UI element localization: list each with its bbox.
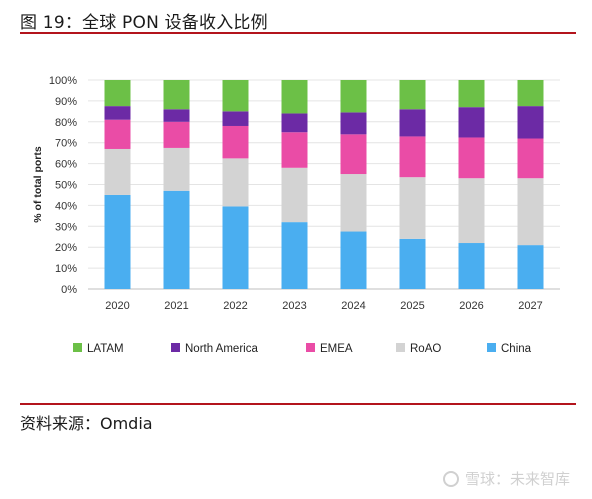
x-tick-label: 2027: [518, 300, 542, 312]
x-tick-label: 2025: [400, 300, 424, 312]
bar-segment-emea: [281, 132, 308, 168]
source-divider: [20, 403, 576, 405]
bar-segment-north-america: [399, 109, 426, 137]
y-tick-label: 0%: [61, 284, 77, 296]
bar-segment-china: [163, 190, 190, 289]
bar-segment-emea: [222, 125, 249, 159]
y-tick-label: 50%: [55, 180, 77, 192]
legend-swatch: [487, 343, 496, 352]
bar-segment-latam: [517, 80, 544, 107]
bar-segment-emea: [163, 121, 190, 148]
x-tick-label: 2023: [282, 300, 306, 312]
legend-swatch: [396, 343, 405, 352]
bar-segment-north-america: [281, 113, 308, 133]
bar-segment-emea: [340, 134, 367, 175]
x-tick-label: 2021: [164, 300, 188, 312]
legend-label: EMEA: [320, 343, 353, 355]
bar-segment-china: [458, 243, 485, 289]
legend-label: North America: [185, 343, 258, 355]
bar-segment-latam: [399, 80, 426, 110]
bar-segment-north-america: [517, 106, 544, 139]
legend-swatch: [306, 343, 315, 352]
bar-segment-china: [340, 231, 367, 289]
y-tick-label: 70%: [55, 138, 77, 150]
title-divider: [20, 32, 576, 34]
y-tick-label: 10%: [55, 263, 77, 275]
bar-segment-north-america: [163, 109, 190, 122]
y-axis-label: % of total ports: [32, 146, 44, 223]
bar-segment-latam: [104, 80, 131, 107]
legend-swatch: [171, 343, 180, 352]
x-tick-label: 2020: [105, 300, 129, 312]
legend-swatch: [73, 343, 82, 352]
bar-segment-north-america: [458, 107, 485, 138]
bar-segment-roao: [222, 158, 249, 207]
legend-label: China: [501, 343, 532, 355]
bar-segment-roao: [281, 167, 308, 223]
bar-segment-north-america: [222, 111, 249, 126]
x-tick-label: 2026: [459, 300, 483, 312]
bar-segment-north-america: [104, 106, 131, 120]
bar-segment-latam: [163, 80, 190, 110]
x-tick-label: 2022: [223, 300, 247, 312]
y-tick-label: 100%: [49, 75, 77, 87]
watermark-text: 雪球：未来智库: [464, 470, 570, 488]
legend-label: RoAO: [410, 343, 441, 355]
bar-segment-roao: [517, 178, 544, 246]
bar-segment-latam: [281, 80, 308, 114]
bar-segment-emea: [104, 119, 131, 149]
y-tick-label: 90%: [55, 96, 77, 108]
snowball-logo-icon: [442, 471, 459, 487]
bar-segment-latam: [458, 80, 485, 108]
bar-segment-china: [104, 194, 131, 289]
bar-segment-emea: [399, 136, 426, 178]
bar-segment-latam: [222, 80, 249, 112]
bar-segment-latam: [340, 80, 367, 113]
y-tick-label: 40%: [55, 200, 77, 212]
y-tick-label: 80%: [55, 117, 77, 129]
legend-label: LATAM: [87, 343, 124, 355]
bar-segment-roao: [458, 178, 485, 244]
stacked-bar-chart: 0% 10% 20% 30% 40% 50% 60% 70% 80% 90% 100% % of to…: [32, 75, 560, 355]
bar-segment-roao: [340, 174, 367, 232]
bar-segment-roao: [399, 177, 426, 239]
bar-segment-china: [399, 238, 426, 289]
watermark: 雪球：未来智库: [442, 468, 570, 489]
bar-segment-north-america: [340, 112, 367, 135]
bar-segment-emea: [517, 138, 544, 179]
bar-segment-emea: [458, 137, 485, 179]
source-note: 资料来源：Omdia: [20, 414, 153, 433]
bar-segment-china: [281, 222, 308, 289]
bar-segment-china: [222, 206, 249, 289]
bar-segment-china: [517, 245, 544, 289]
x-tick-label: 2024: [341, 300, 365, 312]
bar-segment-roao: [104, 148, 131, 195]
figure-title: 图 19：全球 PON 设备收入比例: [20, 13, 268, 33]
y-tick-label: 60%: [55, 159, 77, 171]
y-tick-label: 20%: [55, 242, 77, 254]
bar-segment-roao: [163, 147, 190, 191]
y-tick-label: 30%: [55, 221, 77, 233]
